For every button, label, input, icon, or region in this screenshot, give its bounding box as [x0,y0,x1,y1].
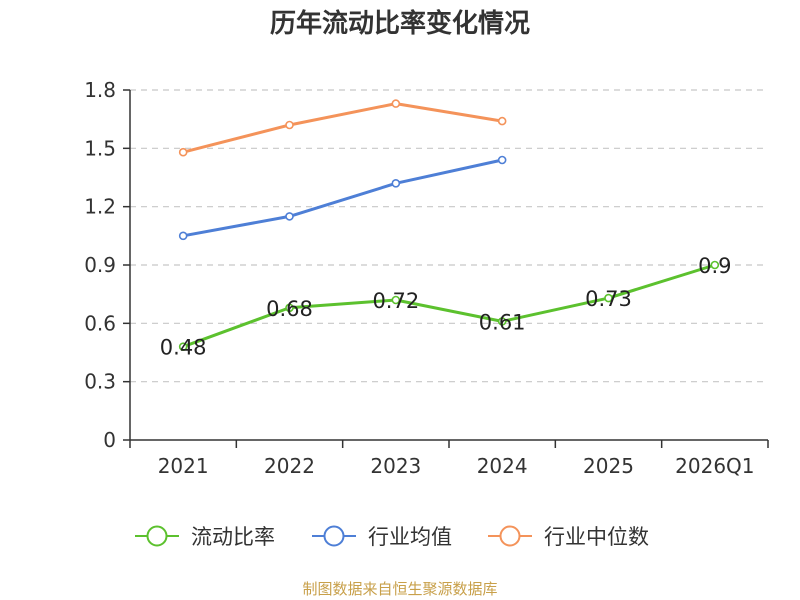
y-tick-label: 1.8 [84,78,116,102]
data-label: 0.72 [372,289,419,313]
legend-marker [146,525,168,547]
legend-label: 行业中位数 [544,525,649,549]
data-point [391,295,401,305]
data-point [178,342,188,351]
x-tick-label: 2025 [583,454,634,478]
y-tick-label: 0.9 [84,253,116,277]
legend-marker [499,525,521,547]
grid-lines [130,89,768,383]
data-point [497,317,507,326]
y-tick-label: 1.5 [84,136,116,160]
y-tick-label: 1.2 [84,195,116,219]
legend-marker [323,525,345,547]
data-point [710,260,720,270]
y-tick-label: 0.6 [84,311,116,335]
x-tick-label: 2021 [158,454,209,478]
data-point [604,293,613,303]
data-point [497,116,507,126]
x-tick-label: 2023 [370,454,421,478]
data-point [178,231,188,241]
legend-label: 行业均值 [368,525,452,549]
data-point [178,147,188,157]
x-tick-label: 2024 [477,454,528,478]
x-tick-label: 2026Q1 [675,454,754,478]
axes: 0 0.3 0.6 0.9 1.2 1.5 1.8 2021 2022 2023 2024 2025 2… [84,78,769,478]
series-line [181,263,717,349]
data-point [391,99,401,108]
data-label: 0.9 [698,254,731,278]
y-tick-label: 0.3 [84,370,116,394]
source-note: 制图数据来自恒生聚源数据库 [302,580,497,598]
data-point [285,120,294,130]
data-point [285,212,294,221]
legend-label: 流动比率 [191,525,275,549]
legend: 流动比率 行业均值 行业中位数 [135,525,649,549]
x-tick-label: 2022 [264,454,315,478]
data-label: 0.68 [266,297,313,321]
y-tick-label: 0 [103,428,116,452]
data-point [285,303,294,313]
chart-title: 历年流动比率变化情况 [270,8,530,39]
data-point [497,155,507,165]
data-label: 0.73 [585,287,632,311]
series-line [181,158,504,238]
data-label: 0.48 [160,336,207,360]
series-layer [178,99,720,351]
series-line [181,102,504,154]
data-point [391,179,401,188]
data-label: 0.61 [479,310,526,334]
data-labels: 0.48 0.68 0.72 0.61 0.73 0.9 [160,254,732,360]
